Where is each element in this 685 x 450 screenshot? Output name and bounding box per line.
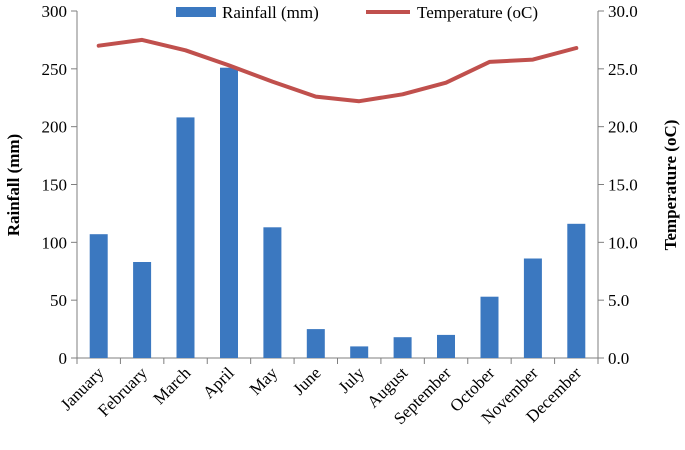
- x-tick-label: July: [335, 363, 369, 397]
- temperature-line-group: [96, 37, 579, 104]
- right-axis-ticks: 0.0 5.0 10.0 15.0 20.0 25.0 30.0: [598, 2, 638, 368]
- rainfall-bar-may: [263, 227, 282, 358]
- y-left-axis-title: Rainfall (mm): [4, 134, 23, 236]
- y-right-tick-label: 5.0: [608, 291, 629, 310]
- rainfall-bar-december: [567, 223, 586, 358]
- rainfall-bar-october: [480, 296, 499, 358]
- legend-rainfall-swatch: [176, 7, 216, 17]
- y-left-tick-label: 100: [42, 233, 68, 252]
- y-left-tick-label: 300: [42, 2, 68, 21]
- rainfall-bars: [89, 67, 586, 359]
- x-tick-label: May: [246, 363, 282, 399]
- y-left-tick-label: 150: [42, 176, 68, 195]
- legend-rainfall-label: Rainfall (mm): [222, 3, 319, 22]
- x-tick-label: February: [94, 363, 151, 420]
- y-right-axis-title: Temperature (oC): [661, 120, 680, 251]
- y-left-tick-label: 250: [42, 60, 68, 79]
- y-left-tick-label: 0: [59, 349, 68, 368]
- temperature-line: [96, 37, 579, 104]
- x-tick-label: June: [289, 363, 324, 398]
- rainfall-bar-january: [89, 234, 108, 358]
- rainfall-bar-august: [393, 337, 412, 358]
- rainfall-bar-april: [220, 67, 238, 358]
- legend: Rainfall (mm) Temperature (oC): [176, 3, 538, 22]
- y-right-tick-label: 10.0: [608, 233, 638, 252]
- rainfall-bar-september: [437, 334, 455, 358]
- y-right-tick-label: 30.0: [608, 2, 638, 21]
- y-left-tick-label: 50: [50, 291, 67, 310]
- rainfall-bar-february: [133, 262, 152, 358]
- y-right-tick-label: 20.0: [608, 118, 638, 137]
- left-axis-ticks: 0 50 100 150 200 250 300: [42, 2, 77, 368]
- plot-area: [76, 11, 599, 359]
- y-right-tick-label: 15.0: [608, 176, 638, 195]
- x-tick-label: March: [150, 363, 195, 408]
- rainfall-bar-march: [176, 117, 195, 359]
- rainfall-bar-july: [350, 346, 369, 358]
- y-right-tick-label: 0.0: [608, 349, 629, 368]
- legend-temperature-label: Temperature (oC): [417, 3, 538, 22]
- y-left-tick-label: 200: [42, 118, 68, 137]
- rainfall-bar-november: [523, 258, 542, 358]
- rainfall-bar-june: [306, 329, 325, 358]
- x-tick-label: April: [199, 363, 238, 402]
- y-right-tick-label: 25.0: [608, 60, 638, 79]
